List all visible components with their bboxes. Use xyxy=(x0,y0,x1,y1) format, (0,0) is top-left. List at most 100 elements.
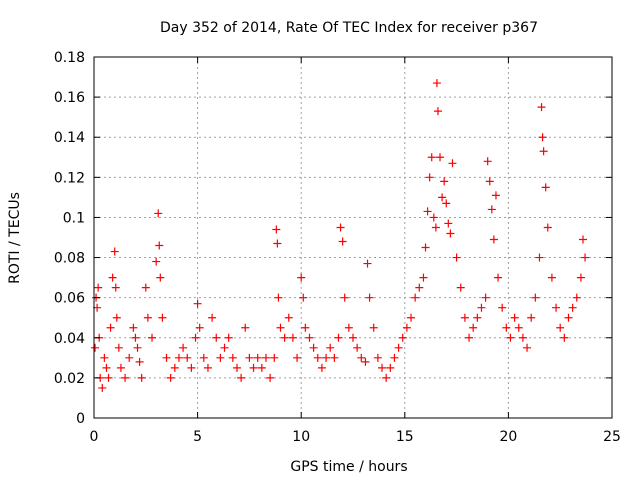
data-point xyxy=(564,313,573,322)
data-point xyxy=(460,313,469,322)
data-point xyxy=(429,213,438,222)
data-point xyxy=(245,353,254,362)
data-point xyxy=(578,235,587,244)
data-point xyxy=(91,343,100,352)
data-point xyxy=(104,373,113,382)
data-point xyxy=(394,343,403,352)
data-point xyxy=(106,323,115,332)
data-point xyxy=(349,333,357,342)
data-point xyxy=(170,363,179,372)
data-point xyxy=(195,323,204,332)
data-point xyxy=(415,283,424,292)
data-point xyxy=(224,333,233,342)
data-point xyxy=(94,283,103,292)
data-point xyxy=(280,333,289,342)
data-point xyxy=(183,353,192,362)
data-point xyxy=(378,363,387,372)
x-tick-label: 0 xyxy=(90,429,99,445)
data-point xyxy=(228,353,237,362)
data-point xyxy=(270,353,279,362)
data-point xyxy=(506,333,515,342)
x-tick-label: 20 xyxy=(499,429,517,445)
data-point xyxy=(155,241,164,250)
data-point xyxy=(98,383,107,392)
data-point xyxy=(572,293,581,302)
data-point xyxy=(357,353,366,362)
data-point xyxy=(543,223,552,232)
data-point xyxy=(531,293,540,302)
data-point xyxy=(162,353,171,362)
data-point xyxy=(274,293,283,302)
data-point xyxy=(156,273,165,282)
data-point xyxy=(456,283,465,292)
data-point xyxy=(547,273,556,282)
data-point xyxy=(465,333,474,342)
data-point xyxy=(305,333,314,342)
data-point xyxy=(386,363,395,372)
data-point xyxy=(423,207,432,216)
data-point xyxy=(174,353,183,362)
data-point xyxy=(112,313,121,322)
data-point xyxy=(452,253,461,262)
x-tick-label: 15 xyxy=(396,429,414,445)
data-point xyxy=(152,257,161,266)
axis-ticks: 0 0.02 0.04 0.06 0.08 0.1 0.12 0.14 0.16 0.18 0 5 10… xyxy=(54,50,621,445)
data-point xyxy=(498,303,507,312)
data-point xyxy=(477,303,486,312)
data-point xyxy=(485,177,494,186)
data-point xyxy=(273,239,282,248)
data-point xyxy=(137,373,146,382)
data-point xyxy=(135,357,144,366)
data-point xyxy=(556,323,565,332)
data-point xyxy=(322,353,331,362)
data-point xyxy=(538,133,547,142)
data-point xyxy=(191,333,200,342)
data-point xyxy=(448,159,457,168)
data-point xyxy=(208,313,217,322)
data-point xyxy=(108,273,117,282)
data-point xyxy=(212,333,221,342)
data-point xyxy=(272,225,281,234)
data-point xyxy=(510,313,519,322)
data-point xyxy=(514,323,523,332)
data-point xyxy=(365,293,374,302)
data-point xyxy=(125,353,134,362)
data-point xyxy=(382,373,391,382)
data-point xyxy=(527,313,536,322)
data-point xyxy=(523,343,532,352)
data-point xyxy=(131,333,140,342)
data-point xyxy=(261,353,270,362)
data-point xyxy=(220,343,229,352)
y-tick-label: 0.08 xyxy=(54,251,85,267)
data-point xyxy=(253,353,262,362)
data-point xyxy=(299,293,308,302)
data-point xyxy=(502,323,511,332)
data-point xyxy=(535,253,544,262)
y-tick-label: 0.02 xyxy=(54,371,85,387)
data-point xyxy=(469,323,478,332)
y-axis-label: ROTI / TECUs xyxy=(7,192,23,284)
data-point xyxy=(336,223,345,232)
data-point xyxy=(560,333,569,342)
data-point xyxy=(438,193,447,202)
x-tick-label: 5 xyxy=(193,429,202,445)
data-point xyxy=(398,333,407,342)
data-point xyxy=(288,333,297,342)
data-point xyxy=(539,147,548,156)
y-tick-label: 0.16 xyxy=(54,90,85,106)
data-point xyxy=(390,353,399,362)
data-point xyxy=(369,323,378,332)
data-point xyxy=(114,343,123,352)
data-point xyxy=(427,153,436,162)
data-point xyxy=(129,323,138,332)
data-point xyxy=(110,247,119,256)
data-point xyxy=(411,293,420,302)
data-point xyxy=(313,353,322,362)
y-tick-label: 0.12 xyxy=(54,170,85,186)
data-point xyxy=(116,363,125,372)
y-tick-label: 0.1 xyxy=(63,210,85,226)
data-point xyxy=(232,363,241,372)
data-point xyxy=(143,313,152,322)
data-point xyxy=(581,253,590,262)
